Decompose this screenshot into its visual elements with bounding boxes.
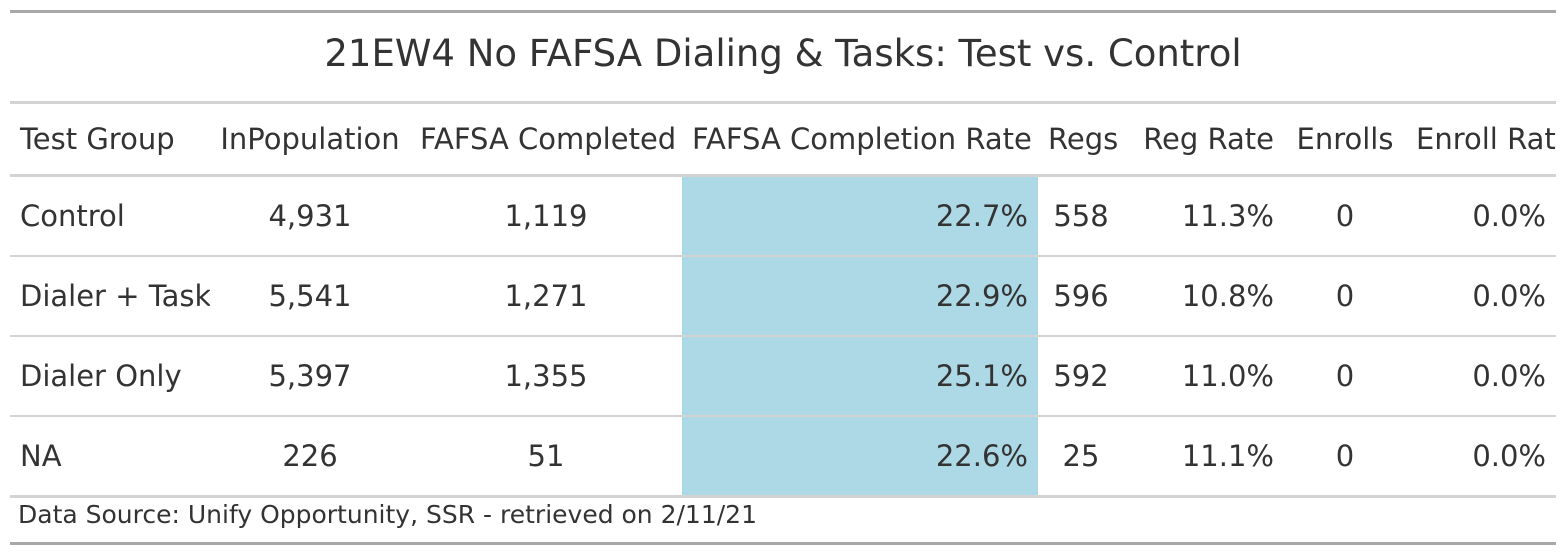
cell-test-group: Dialer + Task	[10, 256, 210, 337]
column-header-test-group[interactable]: Test Group	[10, 104, 210, 177]
table-row: Control 4,931 1,119 22.7% 558 11.3% 0 0.…	[10, 175, 1556, 257]
cell-fafsa-completion-rate: 22.7%	[682, 175, 1038, 257]
cell-enroll-rate: 0.0%	[1406, 336, 1556, 417]
cell-reg-rate: 11.0%	[1124, 336, 1284, 417]
cell-test-group: Control	[10, 175, 210, 257]
report-table-panel: 21EW4 No FAFSA Dialing & Tasks: Test vs.…	[10, 10, 1556, 545]
cell-inpopulation: 226	[210, 416, 410, 498]
cell-test-group: Dialer Only	[10, 336, 210, 417]
cell-regs: 25	[1038, 416, 1124, 498]
column-header-fafsa-completed[interactable]: FAFSA Completed	[410, 104, 682, 177]
cell-fafsa-completed: 1,271	[410, 256, 682, 337]
column-header-fafsa-completion-rate[interactable]: FAFSA Completion Rate	[682, 104, 1038, 177]
column-header-reg-rate[interactable]: Reg Rate	[1124, 104, 1284, 177]
cell-enrolls: 0	[1284, 256, 1406, 337]
column-header-enrolls[interactable]: Enrolls	[1284, 104, 1406, 177]
cell-inpopulation: 5,541	[210, 256, 410, 337]
cell-reg-rate: 10.8%	[1124, 256, 1284, 337]
cell-enroll-rate: 0.0%	[1406, 256, 1556, 337]
cell-reg-rate: 11.3%	[1124, 175, 1284, 257]
cell-fafsa-completed: 1,355	[410, 336, 682, 417]
header-row: Test Group InPopulation FAFSA Completed …	[10, 104, 1556, 177]
table-row: Dialer Only 5,397 1,355 25.1% 592 11.0% …	[10, 336, 1556, 417]
cell-enroll-rate: 0.0%	[1406, 416, 1556, 498]
table-title: 21EW4 No FAFSA Dialing & Tasks: Test vs.…	[324, 32, 1242, 75]
cell-regs: 596	[1038, 256, 1124, 337]
cell-enroll-rate: 0.0%	[1406, 175, 1556, 257]
cell-inpopulation: 5,397	[210, 336, 410, 417]
cell-regs: 558	[1038, 175, 1124, 257]
table-row: NA 226 51 22.6% 25 11.1% 0 0.0%	[10, 416, 1556, 498]
cell-regs: 592	[1038, 336, 1124, 417]
cell-fafsa-completed: 1,119	[410, 175, 682, 257]
column-header-regs[interactable]: Regs	[1038, 104, 1124, 177]
table-row: Dialer + Task 5,541 1,271 22.9% 596 10.8…	[10, 256, 1556, 337]
column-header-inpopulation[interactable]: InPopulation	[210, 104, 410, 177]
cell-fafsa-completed: 51	[410, 416, 682, 498]
cell-fafsa-completion-rate: 22.9%	[682, 256, 1038, 337]
cell-fafsa-completion-rate: 22.6%	[682, 416, 1038, 498]
cell-inpopulation: 4,931	[210, 175, 410, 257]
column-header-enroll-rate[interactable]: Enroll Rate	[1406, 104, 1556, 177]
bottom-rule	[10, 542, 1556, 545]
results-table: Test Group InPopulation FAFSA Completed …	[10, 104, 1556, 498]
cell-fafsa-completion-rate: 25.1%	[682, 336, 1038, 417]
cell-enrolls: 0	[1284, 336, 1406, 417]
title-rule	[10, 101, 1556, 104]
cell-reg-rate: 11.1%	[1124, 416, 1284, 498]
cell-test-group: NA	[10, 416, 210, 498]
cell-enrolls: 0	[1284, 175, 1406, 257]
top-rule	[10, 10, 1556, 13]
cell-enrolls: 0	[1284, 416, 1406, 498]
data-source-note: Data Source: Unify Opportunity, SSR - re…	[18, 500, 757, 529]
